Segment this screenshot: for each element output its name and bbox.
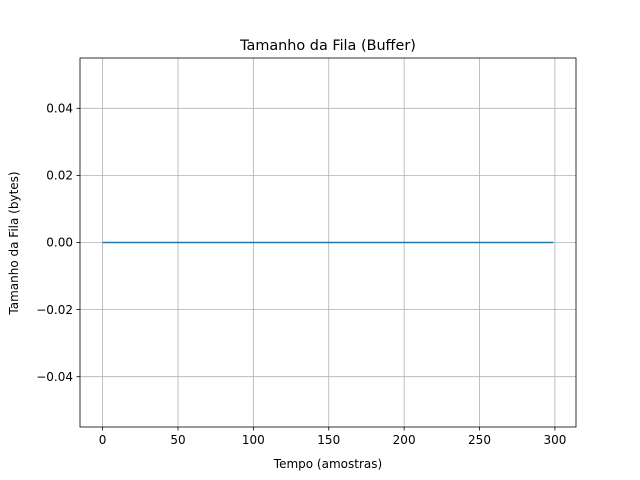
y-tick-label: −0.02 [36, 303, 73, 317]
x-tick-label: 50 [170, 433, 185, 447]
chart-title: Tamanho da Fila (Buffer) [239, 38, 416, 54]
x-tick-label: 300 [543, 433, 566, 447]
x-tick-label: 200 [393, 433, 416, 447]
x-tick-label: 250 [468, 433, 491, 447]
y-tick-label: 0.04 [46, 102, 73, 116]
y-axis-label: Tamanho da Fila (bytes) [7, 171, 21, 315]
x-tick-label: 150 [317, 433, 340, 447]
x-tick-label: 100 [242, 433, 265, 447]
ticks: 0 50 100 150 200 250 300 −0.04 −0.02 0.00 0.02 0.04 [36, 102, 566, 447]
y-tick-label: 0.02 [46, 169, 73, 183]
x-tick-label: 0 [99, 433, 107, 447]
y-tick-label: 0.00 [46, 236, 73, 250]
y-tick-label: −0.04 [36, 370, 73, 384]
x-axis-label: Tempo (amostras) [273, 457, 382, 471]
